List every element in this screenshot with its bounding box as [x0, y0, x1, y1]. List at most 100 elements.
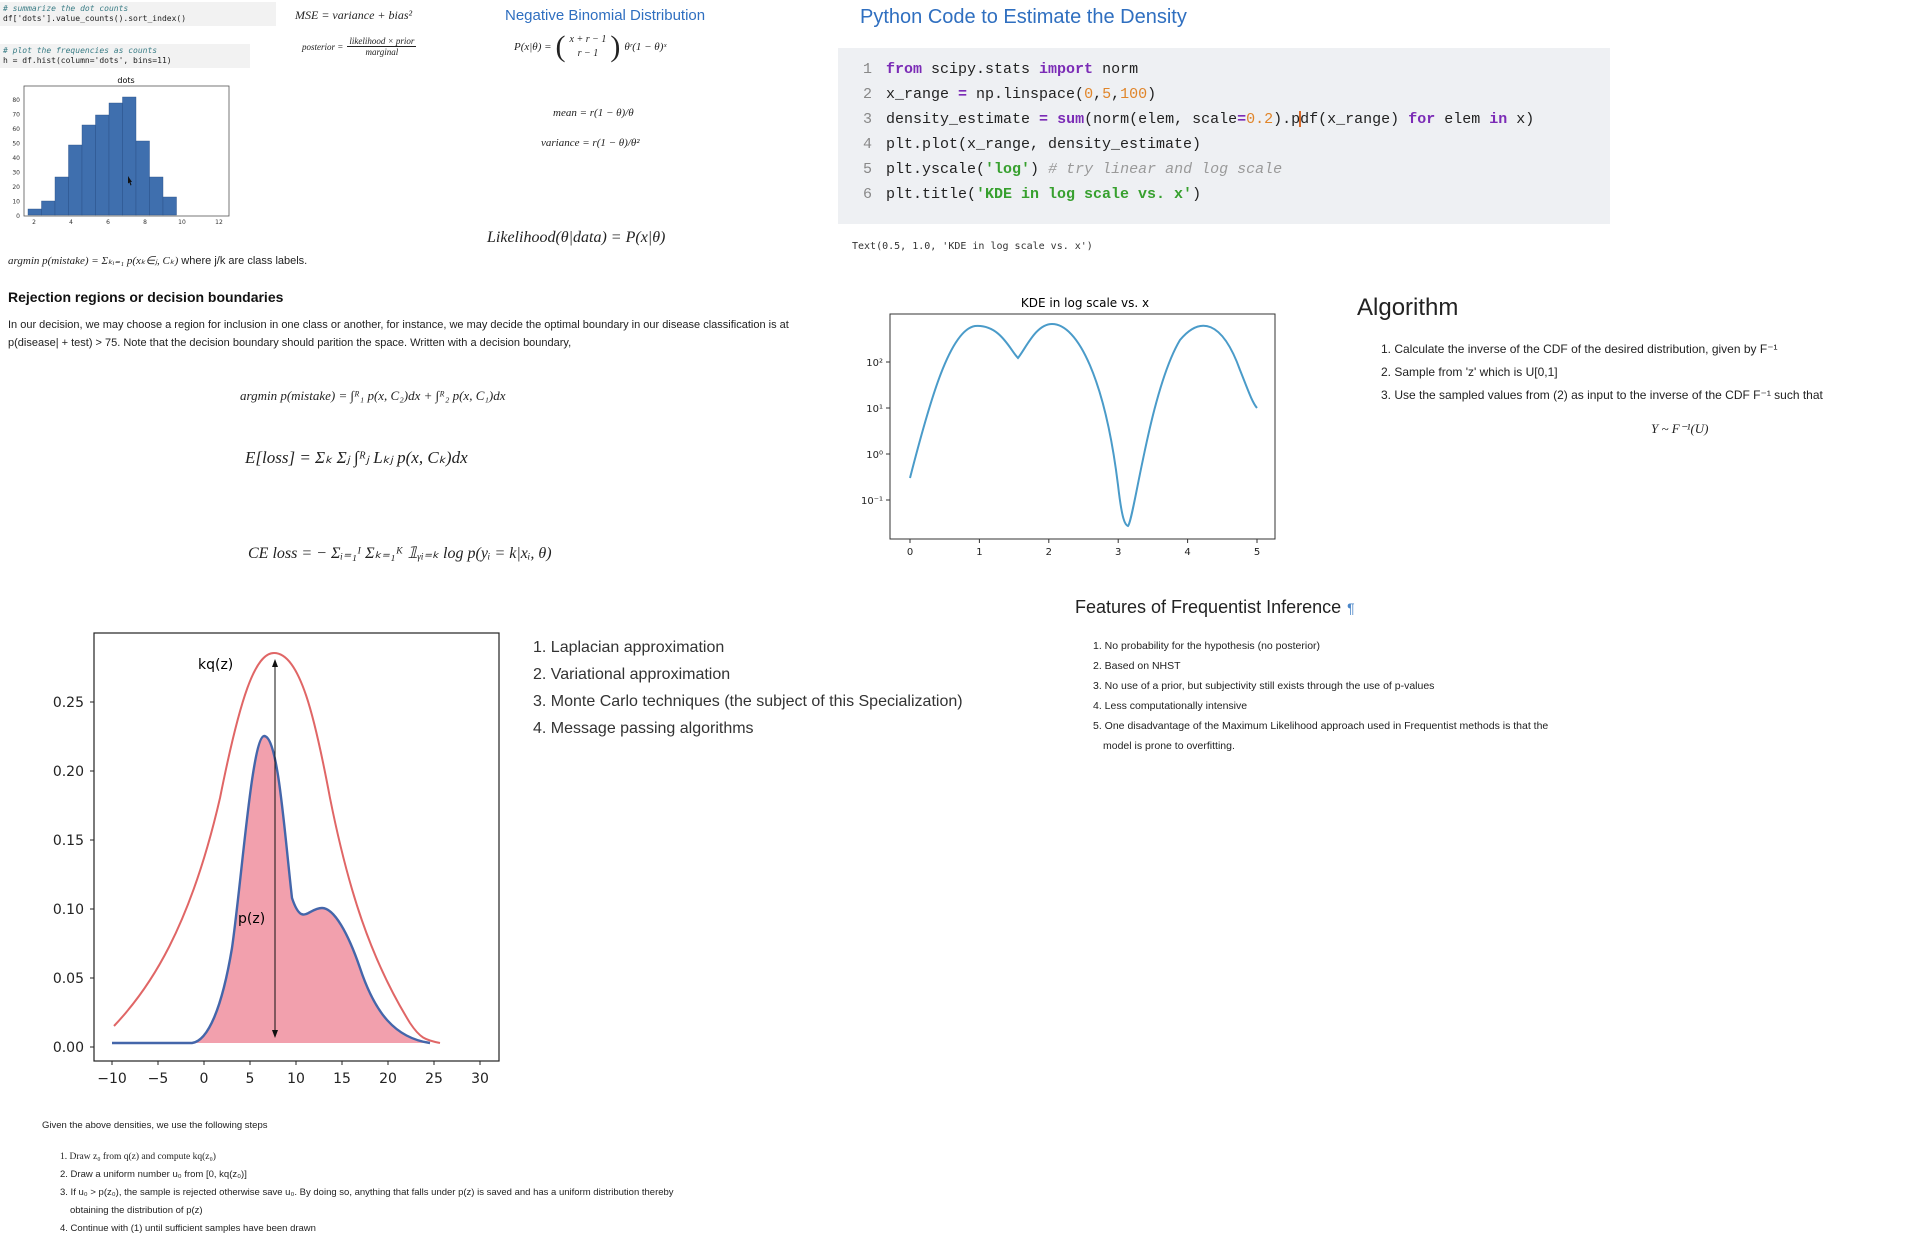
- posterior-formula: posterior = likelihood × prior marginal: [302, 36, 417, 57]
- argmin-sum-suffix: where j/k are class labels.: [181, 255, 308, 267]
- hist-xtick: 4: [69, 219, 73, 226]
- snippet-code: h = df.hist(column='dots', bins=11): [3, 56, 172, 65]
- arrow-head-down-icon: [272, 1030, 278, 1038]
- code-line: 6 plt.title('KDE in log scale vs. x'): [862, 186, 1202, 203]
- hist-title: dots: [117, 76, 134, 85]
- hist-bar: [41, 200, 56, 216]
- hist-ytick: 0: [16, 213, 20, 220]
- steps-intro: Given the above densities, we use the fo…: [42, 1120, 268, 1131]
- kde-ytick: 10⁰: [866, 450, 883, 461]
- hist-bar: [54, 176, 69, 216]
- code-section-title: Python Code to Estimate the Density: [860, 6, 1187, 28]
- mean-formula: mean = r(1 − θ)/θ: [553, 107, 634, 119]
- code-line: 4 plt.plot(x_range, density_estimate): [862, 136, 1202, 153]
- hist-bar: [135, 140, 150, 216]
- argmin-sum-line: argmin p(mistake) = Σₖᵢ₌₁ p(xₖ∈ⱼ, Cₖ) wh…: [8, 254, 307, 267]
- approximation-list: 1. Laplacian approximation 2. Variationa…: [533, 634, 963, 742]
- text-cursor: [1299, 111, 1302, 128]
- approx-item: 3. Monte Carlo techniques (the subject o…: [533, 693, 963, 710]
- hist-xtick: 6: [106, 219, 110, 226]
- ce-loss-formula: CE loss = − Σᵢ₌₁ᴵ Σₖ₌₁ᴷ 𝟙ᵧᵢ₌ₖ log p(yᵢ =…: [248, 545, 552, 562]
- step-item: 3. If u₀ > p(z₀), the sample is rejected…: [60, 1187, 674, 1198]
- algorithm-item: 3. Use the sampled values from (2) as in…: [1381, 388, 1823, 402]
- kde-ytick: 10¹: [866, 404, 883, 415]
- posterior-lhs: posterior =: [302, 41, 344, 52]
- hist-bar: [95, 114, 110, 216]
- hist-ytick: 10: [12, 199, 20, 206]
- negbin-top: x + r − 1: [569, 34, 607, 45]
- kde-curve: [909, 322, 1258, 528]
- hist-ytick: 60: [12, 126, 20, 133]
- approx-item: 2. Variational approximation: [533, 666, 731, 683]
- histogram-dots: dots 0 10 20 30 40 50 60 70 80 2 4 6 8 10 12: [0, 74, 240, 226]
- section-heading-rejection: Rejection regions or decision boundaries: [8, 289, 284, 305]
- rej-xtick: 15: [333, 1071, 351, 1087]
- kde-ytick: 10⁻¹: [861, 496, 883, 507]
- rejection-svg: kq(z) p(z) 0.25 0.20 0.15 0.10 0.05 0.00 −10 −…: [53, 632, 500, 1087]
- hist-ytick: 80: [12, 97, 20, 104]
- rej-xtick: 20: [379, 1071, 397, 1087]
- pilcrow-icon[interactable]: ¶: [1347, 600, 1355, 616]
- snippet-comment: # plot the frequencies as counts: [3, 46, 158, 55]
- approx-item: 4. Message passing algorithms: [533, 720, 754, 737]
- code-snippet-hist: # plot the frequencies as counts h = df.…: [0, 44, 250, 68]
- kqz-label: kq(z): [198, 657, 233, 673]
- kde-xtick: 0: [907, 547, 913, 558]
- python-code-cell[interactable]: 1 from scipy.stats import norm 2 x_range =…: [838, 48, 1610, 224]
- mouse-cursor-icon: [128, 176, 132, 186]
- arrow-head-up-icon: [272, 659, 278, 667]
- algorithm-heading: Algorithm: [1357, 294, 1459, 321]
- code-line: 3 density_estimate = sum(norm(elem, scale…: [862, 111, 1535, 128]
- hist-ytick: 40: [12, 155, 20, 162]
- rej-ytick: 0.00: [53, 1040, 84, 1056]
- step-item: 4. Continue with (1) until sufficient sa…: [60, 1223, 316, 1234]
- hist-bar: [68, 144, 83, 216]
- kde-title: KDE in log scale vs. x: [1021, 296, 1149, 310]
- argmin-integral-formula: argmin p(mistake) = ∫ᴿ₁ p(x, C₂)dx + ∫ᴿ₂…: [240, 388, 506, 403]
- snippet-comment: # summarize the dot counts: [3, 4, 129, 13]
- kde-frame: [889, 313, 1276, 540]
- hist-ytick: 30: [12, 170, 20, 177]
- algorithm-item: 2. Sample from 'z' which is U[0,1]: [1381, 365, 1558, 379]
- hist-ytick: 20: [12, 184, 20, 191]
- negbin-title: Negative Binomial Distribution: [505, 7, 706, 24]
- rej-xtick: −10: [97, 1071, 127, 1087]
- step-item-continued: obtaining the distribution of p(z): [70, 1205, 203, 1216]
- rej-xtick: −5: [148, 1071, 169, 1087]
- approx-item: 1. Laplacian approximation: [533, 639, 725, 656]
- rejection-paragraph: In our decision, we may choose a region …: [8, 319, 789, 349]
- rej-ytick: 0.10: [53, 902, 84, 918]
- step-item: 2. Draw a uniform number u₀ from [0, kq(…: [60, 1169, 247, 1180]
- hist-bar: [27, 208, 42, 216]
- frequentist-list: 1. No probability for the hypothesis (no…: [1093, 636, 1583, 756]
- pz-area: [112, 736, 430, 1043]
- code-line: 2 x_range = np.linspace(0,5,100): [862, 86, 1157, 103]
- snippet-code: df['dots'].value_counts().sort_index(): [3, 14, 187, 23]
- code-output-text: Text(0.5, 1.0, 'KDE in log scale vs. x'): [852, 241, 1093, 252]
- negbin-formula: P(x|θ) = ( x + r − 1 r − 1 ) θʳ(1 − θ)ˣ: [514, 30, 667, 63]
- hist-ytick: 50: [12, 141, 20, 148]
- hist-xtick: 12: [215, 219, 223, 226]
- rej-xtick: 0: [200, 1071, 209, 1087]
- rej-ytick: 0.05: [53, 971, 84, 987]
- frequentist-item: 4. Less computationally intensive: [1093, 700, 1248, 712]
- kqz-curve: [113, 651, 441, 1044]
- algorithm-item: 1. Calculate the inverse of the CDF of t…: [1381, 342, 1778, 356]
- rej-xtick: 5: [246, 1071, 255, 1087]
- posterior-numerator: likelihood × prior: [347, 36, 417, 47]
- argmin-sum-formula: argmin p(mistake) = Σₖᵢ₌₁ p(xₖ∈ⱼ, Cₖ): [8, 255, 179, 267]
- hist-xtick: 2: [32, 219, 36, 226]
- hist-bar: [149, 176, 164, 216]
- frequentist-heading: Features of Frequentist Inference ¶: [1075, 597, 1355, 618]
- frequentist-item: 5. One disadvantage of the Maximum Likel…: [1093, 720, 1549, 732]
- hist-xtick: 8: [143, 219, 147, 226]
- code-snippet-value-counts: # summarize the dot counts df['dots'].va…: [0, 2, 276, 26]
- mse-formula: MSE = variance + bias²: [295, 8, 413, 22]
- frequentist-item: 1. No probability for the hypothesis (no…: [1093, 640, 1321, 652]
- hist-bar: [122, 96, 137, 216]
- frequentist-heading-text: Features of Frequentist Inference: [1075, 597, 1342, 617]
- pz-curve: [112, 734, 431, 1045]
- code-line: 5 plt.yscale('log') # try linear and log …: [862, 161, 1283, 178]
- variance-formula: variance = r(1 − θ)/θ²: [541, 137, 640, 149]
- rej-ytick: 0.15: [53, 833, 84, 849]
